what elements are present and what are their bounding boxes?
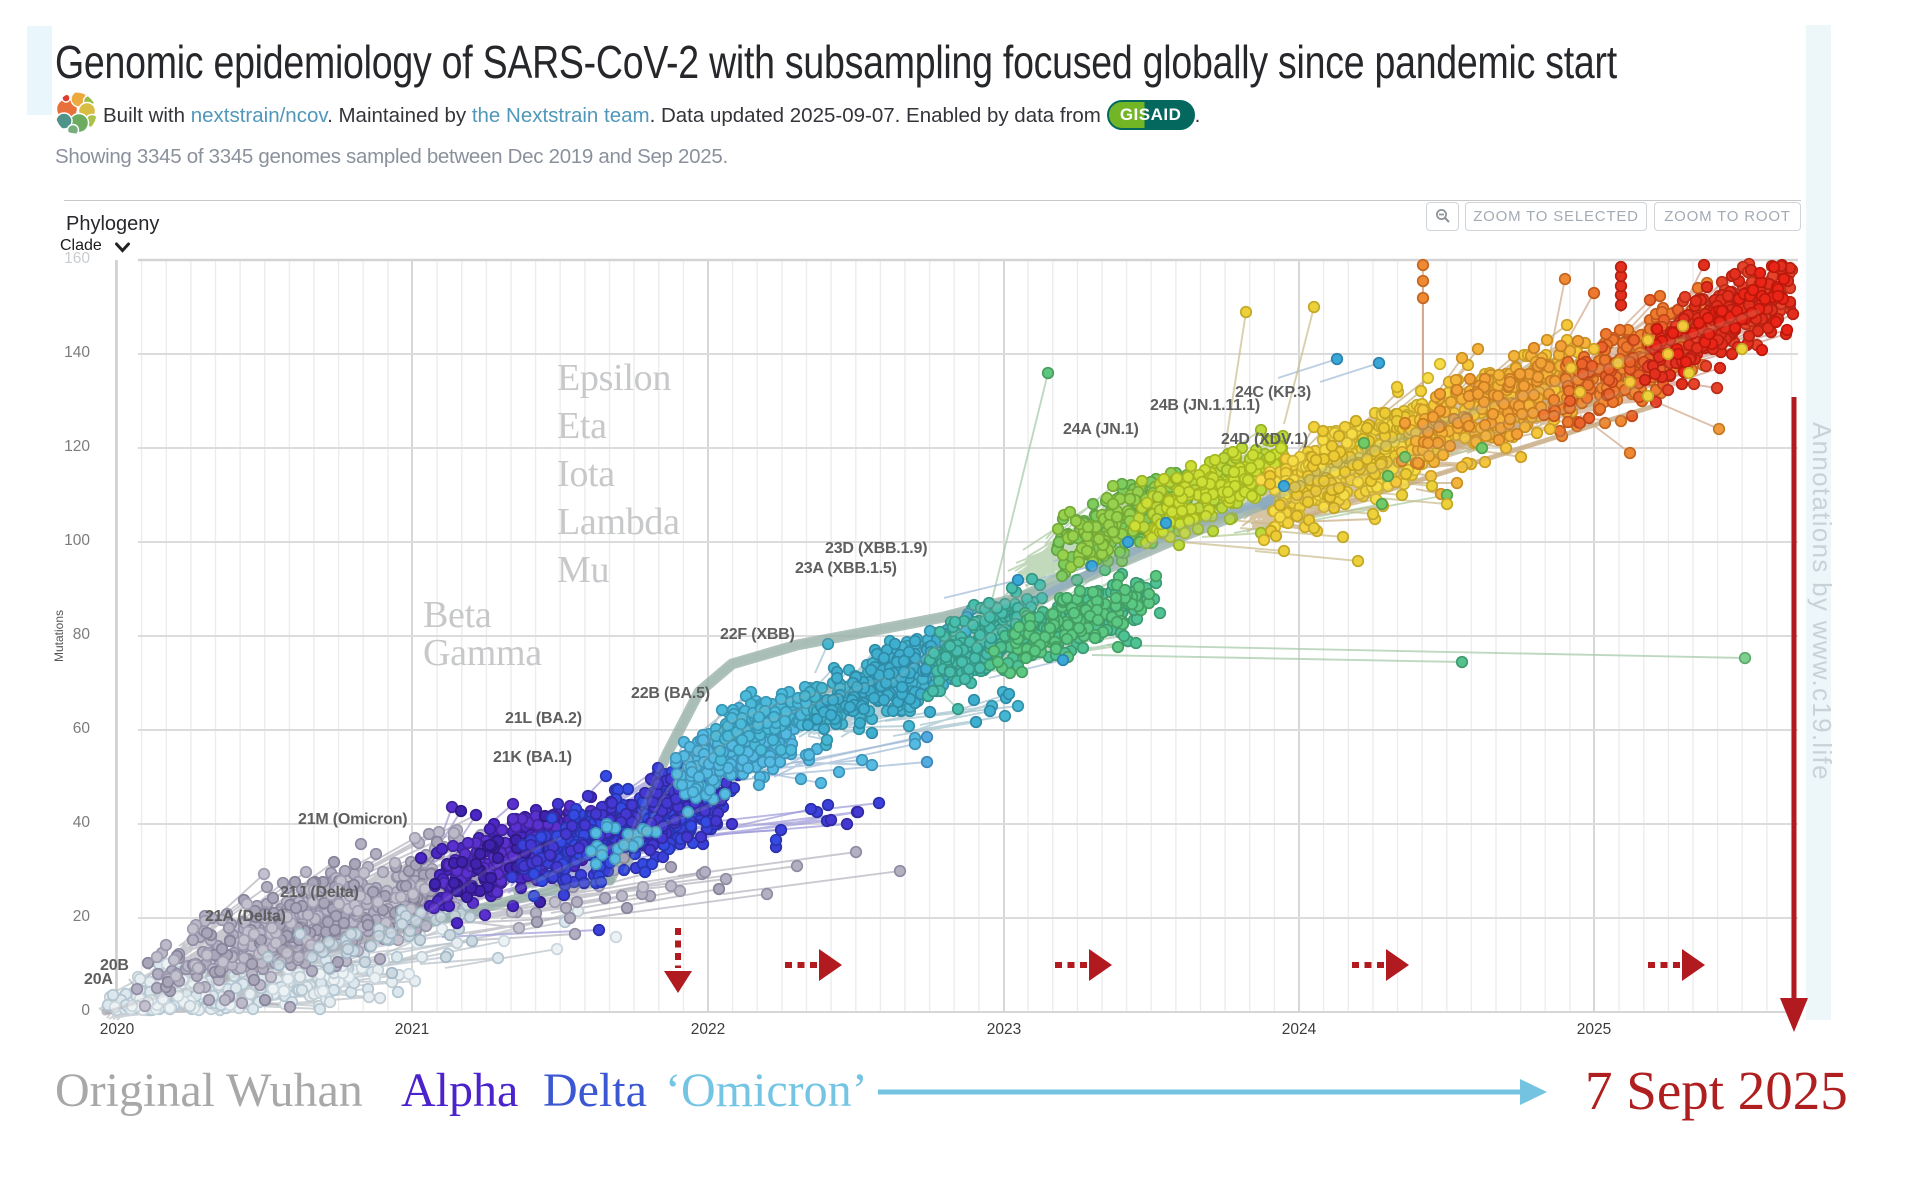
svg-text:Beta: Beta (423, 594, 492, 636)
svg-text:Iota: Iota (557, 453, 615, 495)
svg-text:Epsilon: Epsilon (557, 357, 671, 399)
svg-text:Mu: Mu (557, 549, 609, 591)
svg-text:Lambda: Lambda (557, 501, 680, 543)
svg-text:Gamma: Gamma (423, 632, 542, 674)
svg-text:Eta: Eta (557, 405, 607, 447)
